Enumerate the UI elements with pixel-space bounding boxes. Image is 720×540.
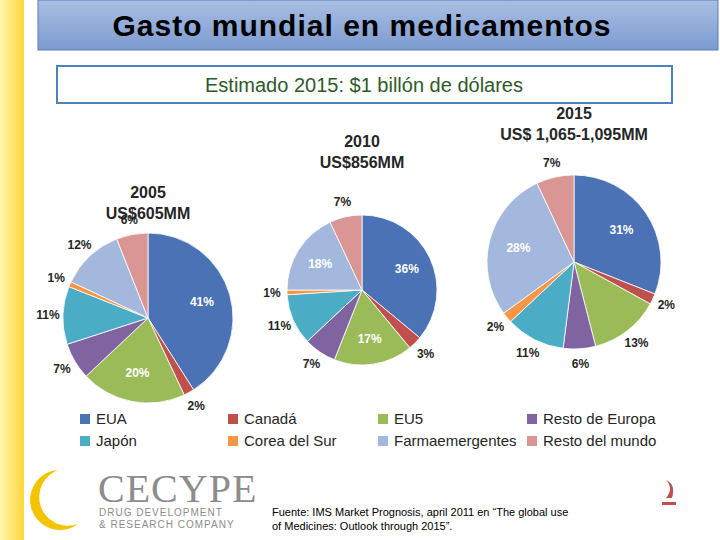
data-label: 1% — [48, 271, 66, 285]
data-label: 36% — [395, 262, 419, 276]
legend-label: Resto del mundo — [543, 432, 656, 449]
data-label: 31% — [609, 223, 633, 237]
data-label: 11% — [268, 319, 292, 333]
data-label: 2% — [487, 320, 505, 334]
pie-chart: 2015US$ 1,065-1,095MMEUACanadáEU5Resto d… — [487, 105, 661, 349]
pie-slice: Resto del mundo — [537, 175, 574, 262]
legend-swatch — [378, 414, 388, 424]
chart-title: 2010 — [344, 133, 380, 150]
pie-chart: 2010US$856MMEUACanadáEU5Resto de EuropaJ… — [287, 133, 437, 365]
logo-name: CECYPE — [98, 466, 257, 511]
data-label: 18% — [308, 257, 332, 271]
pie-slice: Resto del mundo — [117, 233, 148, 318]
data-label: 3% — [417, 347, 435, 361]
legend: EUA Canadá EU5 Resto de Europa Japón Corea de… — [80, 410, 656, 449]
legend-swatch — [378, 436, 388, 446]
data-labels: 31% 2% 13% 6% 11% 2% 28% 7% — [487, 156, 676, 371]
data-label: 1% — [263, 286, 281, 300]
data-labels: 41% 2% 20% 7% 11% 1% 12% 6% — [36, 213, 214, 413]
data-label: 7% — [543, 156, 561, 170]
legend-swatch — [80, 414, 90, 424]
data-label: 2% — [658, 298, 676, 312]
data-label: 7% — [53, 362, 71, 376]
data-label: 41% — [190, 295, 214, 309]
data-label: 28% — [506, 241, 530, 255]
legend-swatch — [527, 436, 537, 446]
chart-title: 2015 — [556, 105, 592, 122]
data-label: 6% — [121, 213, 139, 227]
corner-logo-mark — [666, 480, 673, 498]
logo-tagline: & RESEARCH COMPANY — [99, 519, 235, 530]
data-label: 20% — [125, 366, 149, 380]
chart-subtitle: US$856MM — [320, 154, 404, 171]
corner-logo — [662, 480, 676, 505]
slide: Gasto mundial en medicamentos Estimado 20… — [0, 0, 720, 540]
pie-slice: Resto del mundo — [330, 215, 362, 290]
data-labels: 36% 3% 17% 7% 11% 1% 18% 7% — [263, 195, 434, 371]
legend-swatch — [80, 436, 90, 446]
source-line: Fuente: IMS Market Prognosis, april 2011… — [272, 506, 568, 518]
pie-slice: Corea del Sur — [287, 290, 362, 295]
source-note: Fuente: IMS Market Prognosis, april 2011… — [272, 506, 568, 532]
legend-label: EU5 — [394, 410, 423, 427]
title-box — [38, 0, 718, 50]
chart-subtitle: US$605MM — [106, 205, 190, 222]
pie-chart: 2005US$605MMEUACanadáEU5Resto de EuropaJ… — [63, 184, 233, 403]
data-label: 7% — [334, 195, 352, 209]
logo-mark — [30, 470, 78, 530]
side-bar — [0, 0, 24, 540]
slide-subtitle: Estimado 2015: $1 billón de dólares — [205, 74, 523, 96]
legend-swatch — [527, 414, 537, 424]
data-label: 17% — [358, 332, 382, 346]
data-label: 7% — [303, 357, 321, 371]
legend-label: Japón — [96, 432, 137, 449]
subtitle-box — [57, 66, 672, 103]
data-label: 11% — [36, 308, 60, 322]
data-label: 2% — [188, 399, 206, 413]
data-label: 6% — [572, 357, 590, 371]
legend-label: EUA — [96, 410, 127, 427]
legend-label: Corea del Sur — [244, 432, 337, 449]
legend-swatch — [228, 414, 238, 424]
data-label: 12% — [67, 238, 91, 252]
chart-subtitle: US$ 1,065-1,095MM — [500, 126, 648, 143]
corner-logo-mark — [662, 502, 676, 505]
legend-label: Farmaemergentes — [394, 432, 517, 449]
logo-tagline: DRUG DEVELOPMENT — [99, 507, 223, 518]
data-label: 13% — [624, 336, 648, 350]
source-line: of Medicines: Outlook through 2015”. — [272, 520, 452, 532]
data-label: 11% — [516, 346, 540, 360]
slide-title: Gasto mundial en medicamentos — [112, 9, 611, 42]
legend-label: Canadá — [244, 410, 297, 427]
legend-swatch — [228, 436, 238, 446]
legend-label: Resto de Europa — [543, 410, 656, 427]
logo: CECYPEDRUG DEVELOPMENT& RESEARCH COMPANY — [30, 466, 257, 530]
pie-slice: Japón — [287, 290, 362, 341]
chart-title: 2005 — [130, 184, 166, 201]
